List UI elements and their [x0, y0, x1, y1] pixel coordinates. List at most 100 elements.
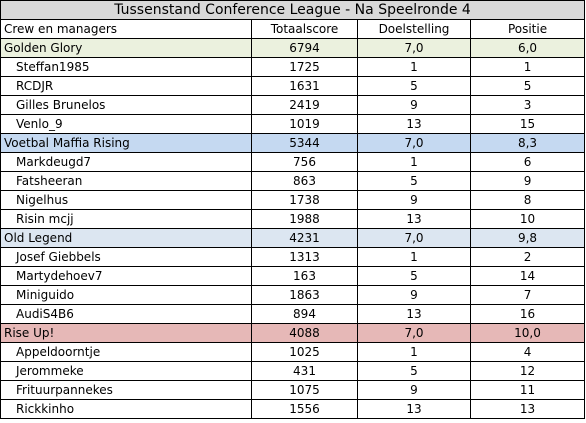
manager-score: 163 — [251, 266, 358, 286]
manager-row: Rickkinho 1556 13 13 — [0, 399, 586, 419]
manager-score: 894 — [251, 304, 358, 324]
team-row: Voetbal Maffia Rising 5344 7,0 8,3 — [0, 133, 586, 153]
manager-doelstelling: 1 — [357, 342, 471, 362]
manager-positie: 4 — [469, 342, 586, 362]
manager-score: 1075 — [251, 380, 358, 400]
title-row: Tussenstand Conference League - Na Speel… — [0, 0, 586, 20]
manager-name: Josef Giebbels — [0, 247, 252, 267]
manager-row: Gilles Brunelos 2419 9 3 — [0, 95, 586, 115]
manager-name: Rickkinho — [0, 399, 252, 419]
manager-doelstelling: 5 — [357, 361, 471, 381]
manager-row: RCDJR 1631 5 5 — [0, 76, 586, 96]
team-score: 6794 — [251, 38, 358, 58]
manager-doelstelling: 5 — [357, 171, 471, 191]
manager-positie: 8 — [469, 190, 586, 210]
team-doelstelling: 7,0 — [357, 323, 471, 343]
manager-name: Nigelhus — [0, 190, 252, 210]
manager-score: 431 — [251, 361, 358, 381]
manager-row: Markdeugd7 756 1 6 — [0, 152, 586, 172]
manager-name: Appeldoorntje — [0, 342, 252, 362]
header-row: Crew en managers Totaalscore Doelstellin… — [0, 19, 586, 39]
manager-name: Fatsheeran — [0, 171, 252, 191]
team-doelstelling: 7,0 — [357, 38, 471, 58]
manager-name: Markdeugd7 — [0, 152, 252, 172]
manager-doelstelling: 13 — [357, 304, 471, 324]
manager-score: 1019 — [251, 114, 358, 134]
manager-positie: 6 — [469, 152, 586, 172]
manager-score: 1313 — [251, 247, 358, 267]
manager-positie: 9 — [469, 171, 586, 191]
team-positie: 8,3 — [469, 133, 586, 153]
manager-name: Steffan1985 — [0, 57, 252, 77]
manager-doelstelling: 13 — [357, 399, 471, 419]
manager-row: Jerommeke 431 5 12 — [0, 361, 586, 381]
manager-positie: 13 — [469, 399, 586, 419]
manager-row: Risin mcjj 1988 13 10 — [0, 209, 586, 229]
team-positie: 10,0 — [469, 323, 586, 343]
manager-score: 1556 — [251, 399, 358, 419]
team-row: Old Legend 4231 7,0 9,8 — [0, 228, 586, 248]
manager-doelstelling: 13 — [357, 209, 471, 229]
header-positie: Positie — [469, 19, 586, 39]
manager-row: Nigelhus 1738 9 8 — [0, 190, 586, 210]
team-score: 4231 — [251, 228, 358, 248]
manager-row: AudiS4B6 894 13 16 — [0, 304, 586, 324]
manager-doelstelling: 9 — [357, 95, 471, 115]
manager-doelstelling: 9 — [357, 380, 471, 400]
manager-score: 1988 — [251, 209, 358, 229]
manager-doelstelling: 9 — [357, 190, 471, 210]
manager-doelstelling: 13 — [357, 114, 471, 134]
manager-name: AudiS4B6 — [0, 304, 252, 324]
team-name: Old Legend — [0, 228, 252, 248]
table-title: Tussenstand Conference League - Na Speel… — [0, 0, 586, 20]
manager-name: Frituurpannekes — [0, 380, 252, 400]
manager-name: Gilles Brunelos — [0, 95, 252, 115]
header-crew: Crew en managers — [0, 19, 252, 39]
manager-name: Martydehoev7 — [0, 266, 252, 286]
manager-doelstelling: 1 — [357, 247, 471, 267]
manager-doelstelling: 5 — [357, 266, 471, 286]
header-doelstelling: Doelstelling — [357, 19, 471, 39]
manager-score: 1738 — [251, 190, 358, 210]
manager-doelstelling: 1 — [357, 57, 471, 77]
manager-row: Venlo_9 1019 13 15 — [0, 114, 586, 134]
team-positie: 9,8 — [469, 228, 586, 248]
manager-score: 1025 — [251, 342, 358, 362]
manager-score: 2419 — [251, 95, 358, 115]
manager-score: 863 — [251, 171, 358, 191]
team-name: Rise Up! — [0, 323, 252, 343]
manager-positie: 16 — [469, 304, 586, 324]
manager-score: 756 — [251, 152, 358, 172]
manager-row: Miniguido 1863 9 7 — [0, 285, 586, 305]
manager-row: Frituurpannekes 1075 9 11 — [0, 380, 586, 400]
manager-doelstelling: 9 — [357, 285, 471, 305]
team-row: Golden Glory 6794 7,0 6,0 — [0, 38, 586, 58]
manager-row: Appeldoorntje 1025 1 4 — [0, 342, 586, 362]
manager-positie: 3 — [469, 95, 586, 115]
manager-positie: 10 — [469, 209, 586, 229]
manager-row: Fatsheeran 863 5 9 — [0, 171, 586, 191]
header-totaalscore: Totaalscore — [251, 19, 358, 39]
manager-row: Josef Giebbels 1313 1 2 — [0, 247, 586, 267]
manager-positie: 7 — [469, 285, 586, 305]
manager-positie: 2 — [469, 247, 586, 267]
team-positie: 6,0 — [469, 38, 586, 58]
team-doelstelling: 7,0 — [357, 228, 471, 248]
manager-positie: 14 — [469, 266, 586, 286]
team-row: Rise Up! 4088 7,0 10,0 — [0, 323, 586, 343]
manager-row: Steffan1985 1725 1 1 — [0, 57, 586, 77]
manager-positie: 5 — [469, 76, 586, 96]
team-score: 4088 — [251, 323, 358, 343]
team-score: 5344 — [251, 133, 358, 153]
manager-positie: 12 — [469, 361, 586, 381]
manager-positie: 15 — [469, 114, 586, 134]
manager-name: Venlo_9 — [0, 114, 252, 134]
manager-name: Miniguido — [0, 285, 252, 305]
manager-score: 1631 — [251, 76, 358, 96]
team-doelstelling: 7,0 — [357, 133, 471, 153]
manager-row: Martydehoev7 163 5 14 — [0, 266, 586, 286]
manager-name: Risin mcjj — [0, 209, 252, 229]
manager-doelstelling: 1 — [357, 152, 471, 172]
team-name: Golden Glory — [0, 38, 252, 58]
